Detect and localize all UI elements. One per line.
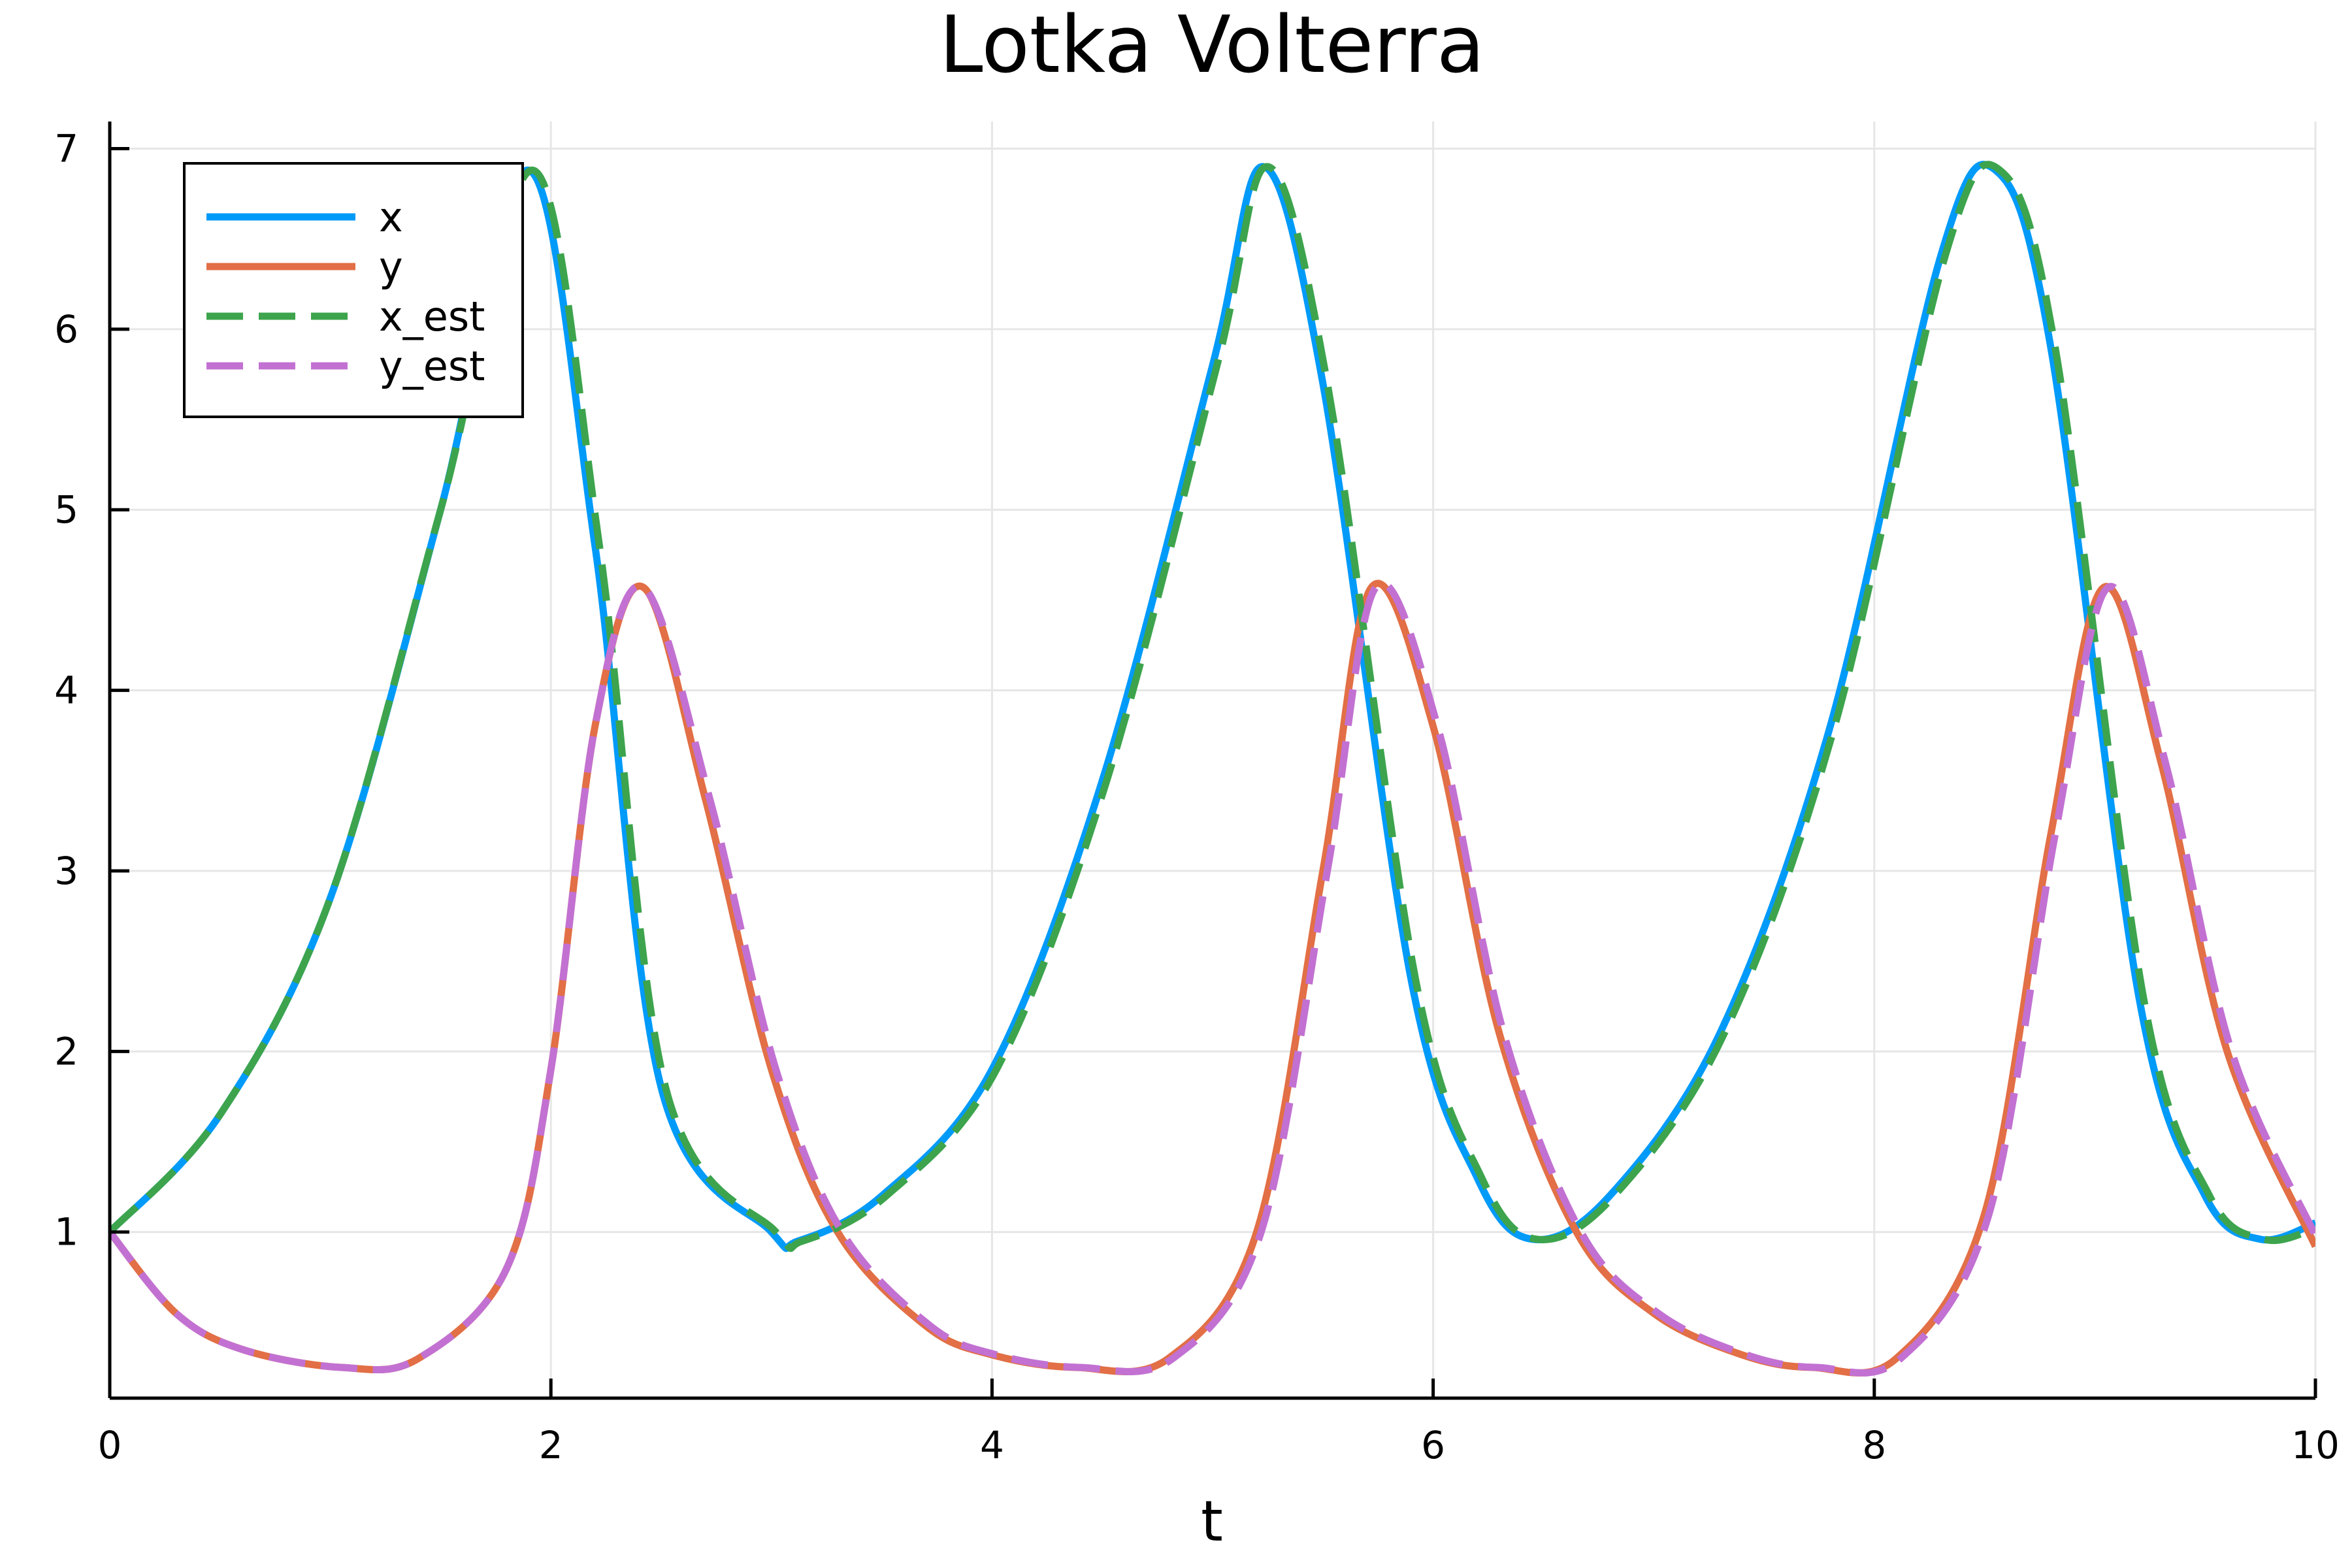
y-tick-label-6: 7 xyxy=(54,126,78,171)
y-tick-label-2: 3 xyxy=(54,849,78,893)
x-tick-label-3: 6 xyxy=(1421,1423,1445,1467)
series-lines xyxy=(110,161,2315,1377)
y-tick-label-0: 1 xyxy=(54,1210,78,1254)
y-tick-label-5: 6 xyxy=(54,307,78,351)
legend-label-x-est: x_est xyxy=(379,293,485,340)
grid-lines xyxy=(108,122,2317,1398)
chart-title: Lotka Volterra xyxy=(939,0,1485,91)
legend-label-x: x xyxy=(379,193,403,241)
legend-label-y: y xyxy=(379,243,403,291)
axes xyxy=(108,122,2315,1400)
legend-box xyxy=(183,162,524,418)
y-tick-label-1: 2 xyxy=(54,1029,78,1073)
y-tick-label-4: 5 xyxy=(54,487,78,532)
y-tick-label-3: 4 xyxy=(54,668,78,713)
x-tick-label-2: 4 xyxy=(980,1423,1004,1467)
x-tick-label-0: 0 xyxy=(98,1423,122,1467)
x-tick-label-5: 10 xyxy=(2291,1423,2340,1467)
x-tick-label-1: 2 xyxy=(539,1423,563,1467)
series-line-y xyxy=(110,580,2315,1377)
x-tick-label-4: 8 xyxy=(1862,1423,1886,1467)
legend-label-y-est: y_est xyxy=(379,342,485,390)
series-line-x-est xyxy=(110,161,2315,1252)
x-axis-label: t xyxy=(1201,1489,1223,1554)
